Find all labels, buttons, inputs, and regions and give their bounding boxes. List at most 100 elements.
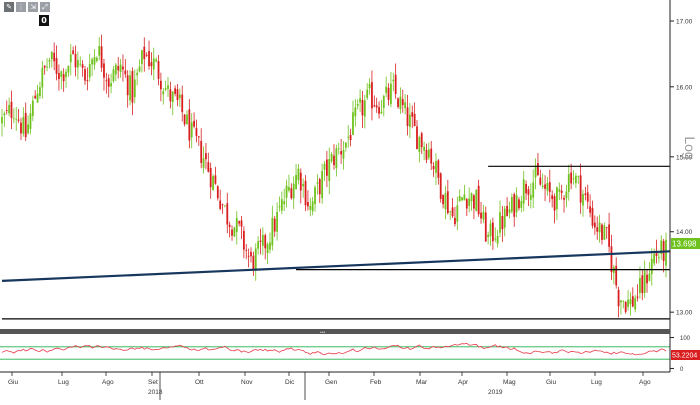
candle-body (636, 296, 639, 298)
candle-body (309, 205, 312, 210)
candle-body (470, 193, 473, 202)
candle-body (629, 299, 632, 305)
candle-body (311, 201, 314, 212)
pencil-icon[interactable]: ✎ (4, 2, 14, 12)
candle-body (337, 148, 340, 150)
candle-body (361, 99, 364, 116)
candle-body (269, 242, 271, 250)
candle-body (525, 184, 527, 194)
candle-body (193, 120, 195, 127)
candle-body (288, 186, 290, 191)
candle-body (22, 116, 25, 134)
candle-body (126, 75, 129, 96)
candle-body (266, 244, 269, 254)
candle-body (437, 160, 440, 178)
candle-body (458, 196, 461, 202)
more-icon[interactable]: ⋮ (16, 2, 26, 12)
candle-body (487, 234, 490, 238)
candle-body (148, 50, 150, 67)
candle-body (114, 64, 117, 75)
candle-body (570, 172, 573, 184)
candle-body (423, 146, 426, 151)
candle-body (330, 154, 333, 162)
candle-body (572, 178, 575, 180)
candle-body (53, 52, 56, 62)
candle-body (456, 205, 459, 222)
candle-body (245, 250, 248, 251)
candle-body (190, 122, 193, 138)
candle-body (387, 87, 390, 100)
candle-body (219, 200, 222, 209)
candle-body (418, 136, 421, 152)
candle-body (257, 241, 260, 249)
candle-body (12, 117, 15, 119)
candle-body (560, 190, 563, 193)
candle-body (74, 53, 77, 68)
candle-body (302, 183, 305, 187)
pane-divider-handle[interactable]: ••• (320, 330, 326, 336)
candle-body (646, 274, 648, 284)
candle-body (316, 182, 319, 184)
expand-icon[interactable]: ⇲ (28, 2, 38, 12)
time-tick-label: Ago (102, 379, 114, 386)
candle-body (404, 102, 407, 109)
candle-body (359, 98, 361, 103)
candle-body (546, 183, 549, 191)
candle-body (468, 198, 471, 206)
candle-body (188, 109, 191, 141)
candle-body (314, 187, 316, 205)
candle-body (598, 222, 601, 233)
candle-body (582, 193, 584, 206)
candle-body (465, 199, 468, 209)
candle-body (131, 71, 134, 103)
candle-body (233, 227, 236, 237)
candle-body (392, 79, 395, 82)
trendline[interactable] (1, 250, 671, 282)
candle-body (60, 71, 63, 77)
candle-body (58, 73, 60, 80)
candle-body (477, 185, 480, 215)
candle-body (425, 149, 428, 160)
time-tick-label: Nov (241, 379, 253, 386)
price-tick-label: 15.00 (676, 154, 693, 161)
candle-body (252, 255, 255, 270)
time-axis: Giu Lug Ago Set Ott Nov Dic Gen Feb Mar Apr Mag Giu L… (8, 372, 651, 400)
candle-body (48, 60, 51, 62)
candle-body (103, 63, 105, 78)
price-tick-label: 13.00 (676, 310, 693, 317)
fullscreen-icon[interactable]: ⤢ (40, 2, 50, 12)
candle-body (601, 224, 603, 240)
candle-body (216, 186, 219, 199)
log-scale-label[interactable]: Log (682, 136, 698, 159)
candle-body (408, 114, 411, 127)
candle-body (603, 225, 606, 240)
candle-body (171, 91, 174, 103)
candle-body (93, 56, 96, 65)
osc-badge-label: 53.2204 (672, 353, 697, 360)
candle-body (427, 149, 430, 158)
candle-body (5, 110, 8, 111)
candle-body (122, 66, 124, 70)
candle-body (107, 78, 110, 87)
time-tick-label: Gen (325, 379, 338, 386)
candle-body (278, 206, 281, 208)
candle-body (615, 265, 618, 286)
candle-body (145, 54, 148, 56)
candle-body (264, 235, 267, 249)
candle-body (124, 70, 127, 75)
candle-body (15, 118, 18, 120)
candle-body (617, 289, 620, 307)
candle-body (136, 72, 139, 76)
pane-divider[interactable] (0, 329, 670, 334)
candle-body (660, 240, 663, 255)
price-tick-label: 16.00 (676, 84, 693, 91)
candle-body (183, 114, 186, 125)
candle-body (449, 211, 452, 213)
candle-body (169, 89, 172, 102)
zero-badge[interactable]: 0 (39, 15, 49, 26)
candle-body (634, 297, 637, 310)
candle-body (527, 189, 530, 195)
chart-toolbar: ✎ ⋮ ⇲ ⤢ (4, 2, 50, 12)
candle-body (231, 229, 233, 236)
candle-body (406, 107, 409, 126)
